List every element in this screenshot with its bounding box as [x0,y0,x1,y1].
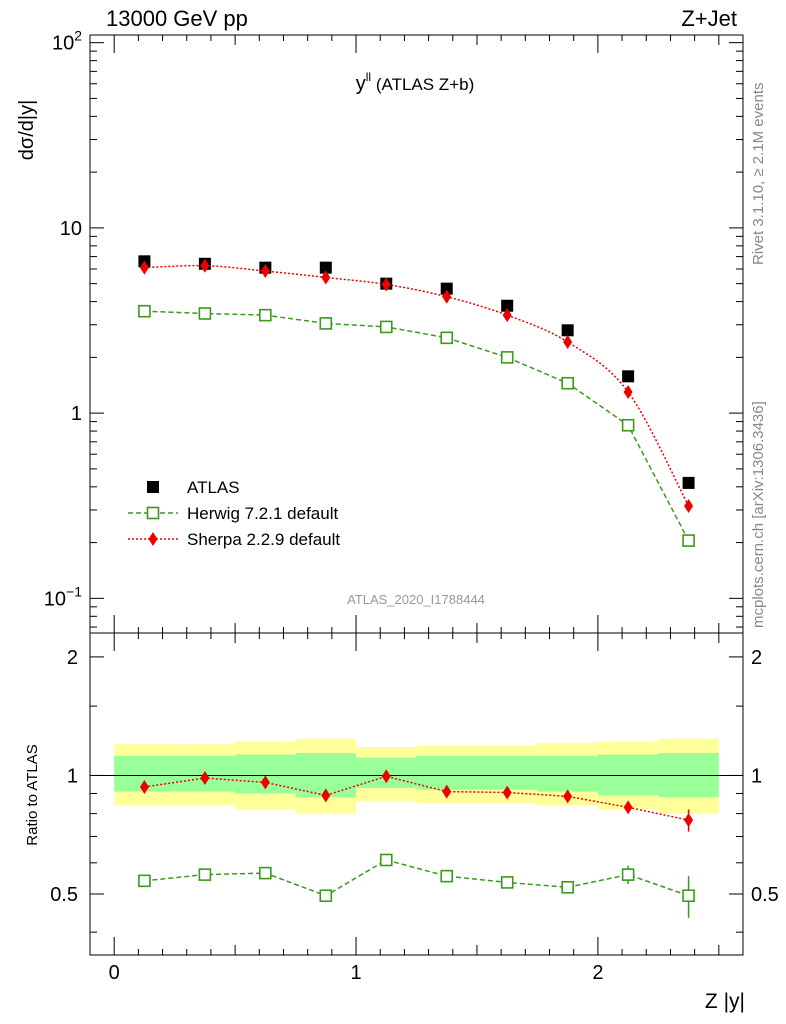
sherpa-ratio-point [502,785,512,800]
herwig-ratio-point [198,868,212,881]
herwig-point [319,317,333,330]
header-process: Z+Jet [681,6,737,31]
ratio-y-tick-label-left: 0.5 [50,884,78,906]
atlas-point [561,324,574,337]
herwig-ratio-point [319,889,333,903]
sherpa-point [260,264,270,279]
ratio-band-inner [537,756,598,792]
sherpa-point [563,335,573,350]
top-y-tick-label: 10 [60,218,82,240]
herwig-point [259,308,272,322]
top-y-tick-label-exp: −1 [66,583,82,599]
herwig-point [621,418,635,432]
herwig-ratio-point [259,866,272,880]
herwig-point [440,331,454,345]
sherpa-line [144,264,690,507]
plot-label-suffix: (ATLAS Z+b) [376,75,474,94]
herwig-point [500,351,514,364]
y-axis-title-top: dσ/d|y| [16,100,38,161]
herwig-point [379,320,393,334]
sherpa-ratio-point [260,775,270,790]
sherpa-ratio-point [381,769,391,784]
analysis-watermark: ATLAS_2020_I1788444 [347,592,485,607]
sherpa-point [502,308,512,323]
top-y-tick-label-base: 10 [52,33,74,55]
legend-marker-sherpa [148,532,158,546]
ratio-panel: 0.5 0.5 1 1 2 2 0 1 2 [50,632,779,984]
header-energy: 13000 GeV pp [106,6,248,31]
rivet-label: Rivet 3.1.10, ≥ 2.1M events [750,83,767,266]
legend: ATLAS Herwig 7.2.1 default Sherpa 2.2.9 de… [128,478,340,549]
ratio-y-tick-label-right: 2 [751,647,762,669]
sherpa-ratio-point [623,800,633,815]
ratio-band-inner [416,756,477,790]
top-y-tick-label: 10−1 [44,583,82,610]
sherpa-point [139,260,149,275]
ratio-y-tick-label-right: 1 [751,765,762,787]
top-y-tick-label-base: 10 [44,588,66,610]
sherpa-point [623,385,633,400]
herwig-point [682,534,695,547]
herwig-ratio-line [144,859,689,897]
sherpa-point [442,289,452,304]
top-y-tick-label-exp: 2 [74,28,82,44]
mcplots-label: mcplots.cern.ch [arXiv:1306.3436] [750,401,767,628]
sherpa-point [381,277,391,292]
ratio-y-tick-label-left: 2 [67,647,78,669]
legend-marker-atlas [147,481,159,493]
sherpa-ratio-line [144,775,689,821]
ratio-band-inner [476,756,538,790]
top-y-tick-label-base: 10 [60,218,82,240]
sherpa-ratio-point [321,788,331,803]
herwig-ratio-point [138,874,151,888]
x-tick-label: 2 [592,962,603,984]
herwig-point [198,307,212,320]
sherpa-point [321,270,331,285]
x-tick-label: 1 [350,962,361,984]
herwig-ratio-point [621,868,635,881]
herwig-point [138,304,151,318]
legend-label: Sherpa 2.2.9 default [187,530,340,549]
ratio-y-tick-label-left: 1 [67,765,78,787]
plot-label-sup: ll [366,70,371,84]
plot-label-main: y [356,73,366,95]
herwig-ratio-point [561,880,574,894]
herwig-ratio-point [682,889,695,903]
top-y-tick-label: 102 [52,28,82,55]
sherpa-point [684,499,694,514]
x-tick-label: 0 [109,962,120,984]
y-axis-title-ratio: Ratio to ATLAS [24,744,41,845]
legend-marker-herwig [146,506,160,520]
sherpa-ratio-point [442,784,452,799]
plot-label: yll (ATLAS Z+b) [356,70,474,95]
sherpa-ratio-point [563,789,573,804]
herwig-ratio-point [440,869,454,883]
ratio-frame [89,632,744,956]
atlas-point [440,282,453,295]
x-axis-title: Z |y| [705,990,745,1013]
atlas-point [319,261,332,274]
sherpa-ratio-point [200,771,210,786]
legend-label: ATLAS [187,478,240,497]
atlas-point [501,299,514,312]
ratio-y-tick-label-right: 0.5 [751,884,779,906]
herwig-line [144,310,690,541]
herwig-ratio-point [500,876,514,889]
atlas-point [682,476,695,489]
herwig-point [561,376,574,390]
atlas-point [622,370,635,383]
sherpa-point [200,258,210,273]
top-y-tick-label: 1 [71,403,82,425]
sherpa-ratio-point [684,813,694,828]
herwig-ratio-point [379,853,393,867]
legend-label: Herwig 7.2.1 default [187,504,338,523]
sherpa-ratio-point [139,779,149,794]
top-y-tick-label-base: 1 [71,403,82,425]
